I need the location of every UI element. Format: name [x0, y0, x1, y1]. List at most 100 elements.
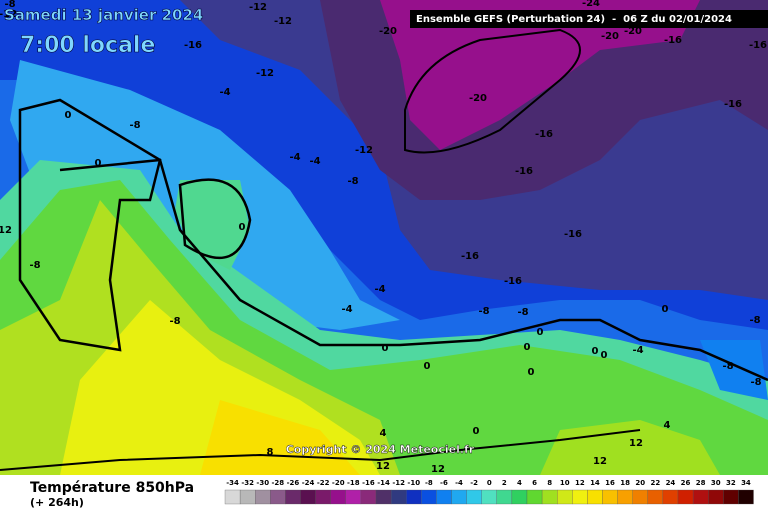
scale-label: -18: [347, 479, 360, 487]
scale-label: -10: [407, 479, 420, 487]
scale-swatch: [557, 489, 573, 505]
scale-label: -2: [470, 479, 478, 487]
scale-label: -22: [317, 479, 330, 487]
scale-label: -14: [377, 479, 390, 487]
scale-swatch: [421, 489, 437, 505]
contour-label: -4: [374, 284, 385, 295]
contour-label: -12: [249, 2, 267, 13]
scale-label: 20: [635, 479, 645, 487]
scale-label: 18: [620, 479, 630, 487]
scale-label: -8: [425, 479, 433, 487]
contour-label: -4: [289, 152, 300, 163]
contour-label: 12: [431, 464, 445, 475]
contour-label: 0: [424, 361, 431, 372]
contour-label: 0: [537, 327, 544, 338]
contour-label: -8: [347, 176, 358, 187]
scale-swatch: [239, 489, 256, 505]
scale-label: -20: [332, 479, 345, 487]
contour-label: 0: [524, 342, 531, 353]
scale-label: -4: [455, 479, 463, 487]
color-scale: -34 -32 -30 -28 -26 -24 -22 -20 -18 -16 -14 -12 -10-…: [224, 479, 754, 505]
scale-swatch: [390, 489, 407, 505]
contour-label: -16: [535, 129, 553, 140]
scale-swatch: [436, 489, 452, 505]
model-box: [410, 10, 768, 28]
scale-swatch: [526, 489, 543, 505]
scale-label: -6: [440, 479, 448, 487]
date-label: Samedi 13 janvier 2024: [4, 6, 203, 24]
scale-swatch: [285, 489, 301, 505]
scale-label: -28: [272, 479, 285, 487]
contour-label: -20: [601, 31, 619, 42]
scale-swatch: [300, 489, 316, 505]
scale-swatch: [360, 489, 377, 505]
scale-swatch: [451, 489, 467, 505]
scale-swatch: [496, 489, 513, 505]
contour-label: -20: [469, 93, 487, 104]
temperature-map: [0, 0, 768, 475]
scale-label: -30: [256, 479, 269, 487]
scale-swatch: [511, 489, 528, 505]
scale-label: 24: [666, 479, 676, 487]
scale-label: 0: [487, 479, 492, 487]
scale-swatch: [406, 489, 422, 505]
scale-label: 14: [590, 479, 600, 487]
contour-label: -12: [274, 16, 292, 27]
scale-label: 22: [650, 479, 660, 487]
contour-label: -8: [749, 315, 760, 326]
contour-label: -8: [169, 316, 180, 327]
scale-swatch: [647, 489, 664, 505]
contour-label: -4: [219, 87, 230, 98]
contour-label: 0: [239, 222, 246, 233]
contour-label: 8: [267, 447, 274, 458]
contour-label: 0: [601, 350, 608, 361]
scale-label: -32: [241, 479, 254, 487]
contour-label: -12: [256, 68, 274, 79]
contour-labels: -8-12-12-12-16-12-20-24-20 -20-16 -16-20-1…: [0, 0, 767, 475]
scale-label: 10: [560, 479, 570, 487]
scale-swatch: [466, 489, 482, 505]
contour-label: -12: [355, 145, 373, 156]
contour-label: -8: [4, 0, 15, 10]
scale-label: 6: [532, 479, 537, 487]
contour-label: -4: [341, 304, 352, 315]
contour-label: -16: [515, 166, 533, 177]
contour-label: -16: [184, 40, 202, 51]
scale-swatch: [692, 489, 709, 505]
scale-label: -26: [287, 479, 300, 487]
contour-label: -8: [517, 307, 528, 318]
scale-label: 30: [711, 479, 721, 487]
scale-label: 2: [502, 479, 507, 487]
contour-label: -8: [129, 120, 140, 131]
contour-label: 4: [664, 420, 671, 431]
contour-label: -16: [724, 99, 742, 110]
contour-label: -20: [624, 26, 642, 37]
contour-label: 12: [593, 456, 607, 467]
scale-swatch: [345, 489, 362, 505]
contour-label: -16: [504, 276, 522, 287]
footer-title: Température 850hPa: [30, 480, 194, 496]
contour-label: 0: [65, 110, 72, 121]
scale-label: 16: [605, 479, 615, 487]
scale-label: -24: [302, 479, 315, 487]
scale-label: -12: [392, 479, 405, 487]
scale-swatch: [723, 489, 739, 505]
contour-label: 0: [95, 158, 102, 169]
scale-swatch: [481, 489, 497, 505]
contour-label: -16: [461, 251, 479, 262]
contour-label: 12: [629, 438, 643, 449]
scale-label: 28: [696, 479, 706, 487]
model-label: Ensemble GEFS (Perturbation 24) - 06 Z d…: [416, 14, 732, 25]
copyright: Copyright © 2024 Meteociel.fr: [286, 443, 475, 456]
contour-label: 4: [380, 428, 387, 439]
scale-label: -34: [226, 479, 239, 487]
contour-label: -16: [564, 229, 582, 240]
contour-label: 0: [662, 304, 669, 315]
scale-swatch: [632, 489, 648, 505]
contour-label: 0: [473, 426, 480, 437]
contour-label: -4: [632, 345, 643, 356]
contour-label: -16: [664, 35, 682, 46]
contour-label: 0: [528, 367, 535, 378]
scale-label: 26: [681, 479, 691, 487]
